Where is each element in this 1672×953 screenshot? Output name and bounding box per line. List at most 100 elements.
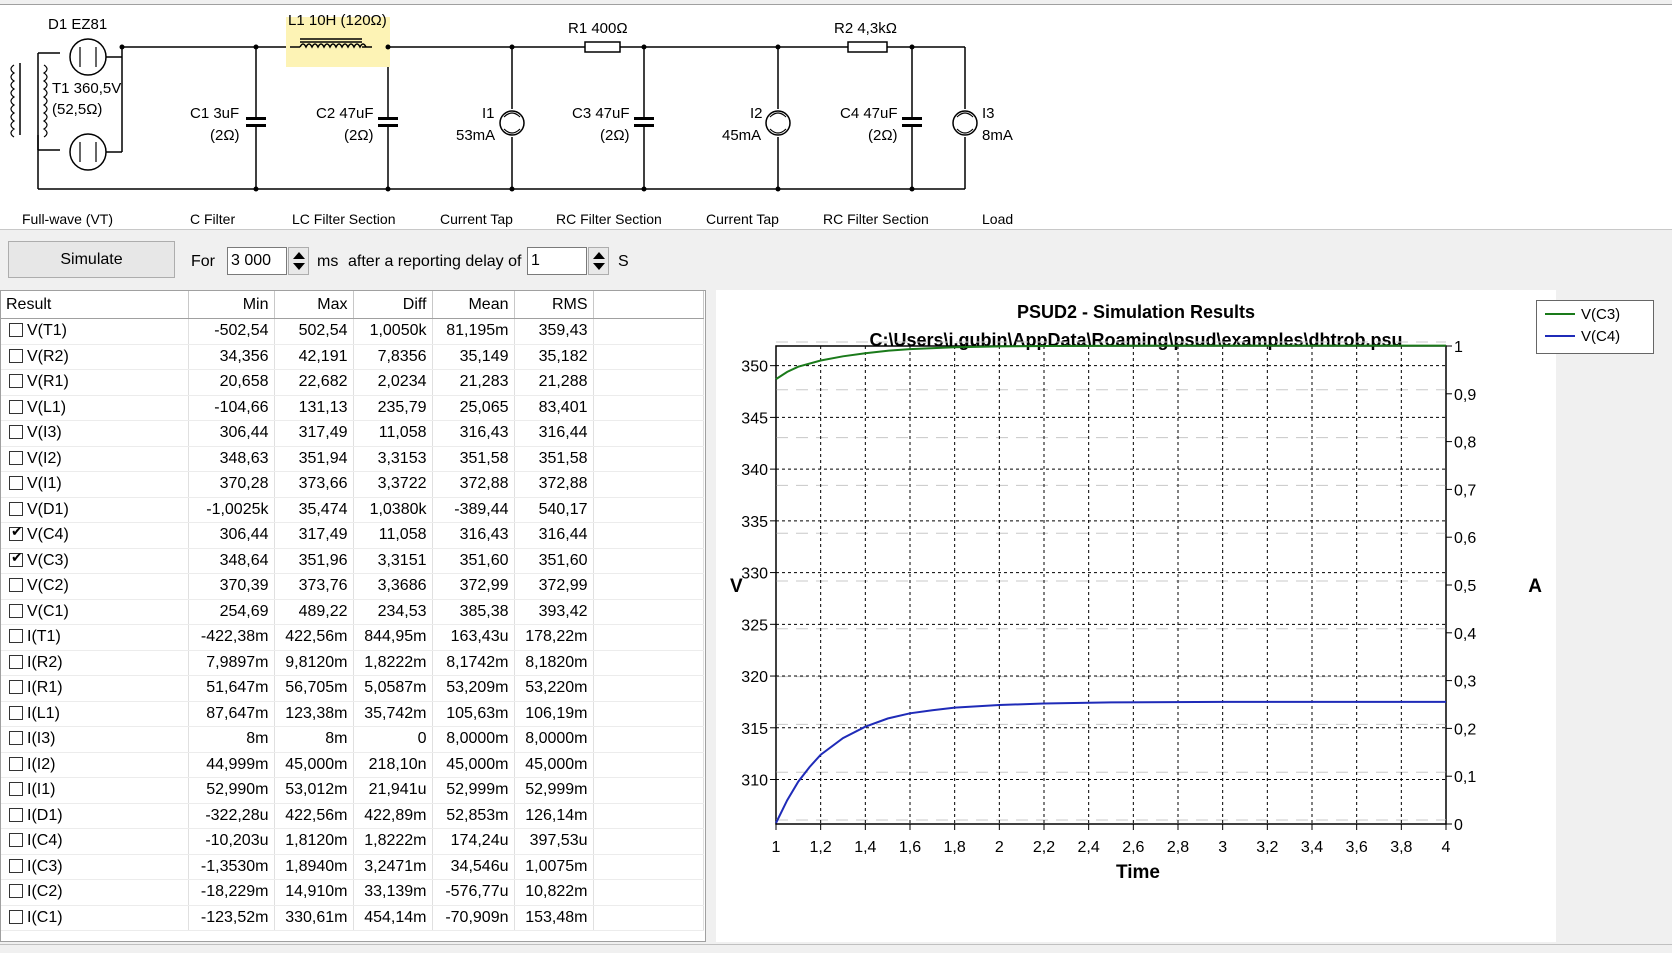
x-tick-label: 1,4 (854, 839, 876, 856)
table-row[interactable]: V(D1) -1,0025k 35,474 1,0380k -389,44 540,17 (1, 497, 704, 523)
result-name-cell[interactable]: V(I3) (1, 420, 189, 447)
spin-up-icon[interactable] (593, 252, 605, 259)
result-name-cell[interactable]: I(I3) (1, 726, 189, 753)
result-checkbox[interactable] (9, 603, 23, 618)
result-name-cell[interactable]: I(C4) (1, 828, 189, 855)
result-checkbox[interactable] (9, 323, 23, 338)
result-name-cell[interactable]: I(C1) (1, 905, 189, 931)
result-name-cell[interactable]: I(R2) (1, 650, 189, 676)
result-min-cell: 51,647m (188, 675, 275, 702)
table-row[interactable]: I(C3) -1,3530m 1,8940m 3,2471m 34,546u 1,0075… (1, 854, 704, 880)
table-row[interactable]: I(C2) -18,229m 14,910m 33,139m -576,77u 10,82… (1, 879, 704, 906)
table-row[interactable]: I(I3) 8m 8m 0 8,0000m 8,0000m (1, 726, 704, 753)
c2-label: C2 47uF (316, 105, 374, 122)
column-header-rms[interactable]: RMS (514, 291, 594, 319)
result-checkbox[interactable] (9, 524, 23, 542)
result-checkbox[interactable] (9, 858, 23, 873)
table-row[interactable]: I(T1) -422,38m 422,56m 844,95m 163,43u 178,22… (1, 624, 704, 651)
result-name-cell[interactable]: V(C4) (1, 522, 189, 549)
result-checkbox[interactable] (9, 782, 23, 797)
table-row[interactable]: V(I1) 370,28 373,66 3,3722 372,88 372,88 (1, 471, 704, 498)
table-row[interactable]: I(R1) 51,647m 56,705m 5,0587m 53,209m 53,220m (1, 675, 704, 702)
result-name-cell[interactable]: V(I2) (1, 446, 189, 472)
result-name-cell[interactable]: I(C2) (1, 879, 189, 906)
table-row[interactable]: V(T1) -502,54 502,54 1,0050k 81,195m 359,43 (1, 318, 704, 345)
result-checkbox[interactable] (9, 374, 23, 389)
result-name-cell[interactable]: V(R1) (1, 369, 189, 396)
table-row[interactable]: I(C4) -10,203u 1,8120m 1,8222m 174,24u 397,53… (1, 828, 704, 855)
y2-tick-label: 0 (1454, 817, 1463, 834)
result-checkbox[interactable] (9, 348, 23, 363)
delay-input[interactable] (527, 247, 587, 275)
result-name-cell[interactable]: V(C2) (1, 573, 189, 600)
result-name-cell[interactable]: V(C1) (1, 599, 189, 625)
result-name-cell[interactable]: V(D1) (1, 497, 189, 523)
result-rms-cell: 10,822m (514, 879, 594, 906)
result-checkbox[interactable] (9, 833, 23, 848)
duration-input[interactable] (227, 247, 287, 275)
table-row[interactable]: V(C1) 254,69 489,22 234,53 385,38 393,42 (1, 599, 704, 625)
result-min-cell: -104,66 (188, 395, 275, 421)
result-checkbox[interactable] (9, 450, 23, 465)
result-checkbox[interactable] (9, 756, 23, 771)
result-name-cell[interactable]: V(C3) (1, 548, 189, 574)
table-row[interactable]: I(L1) 87,647m 123,38m 35,742m 105,63m 106,19m (1, 701, 704, 727)
result-checkbox[interactable] (9, 680, 23, 695)
column-header-max[interactable]: Max (274, 291, 354, 319)
result-checkbox[interactable] (9, 884, 23, 899)
delay-spinner[interactable] (588, 247, 609, 275)
result-name: I(R1) (27, 679, 63, 697)
result-checkbox[interactable] (9, 476, 23, 491)
table-row[interactable]: I(I2) 44,999m 45,000m 218,10n 45,000m 45,000m (1, 752, 704, 778)
result-checkbox[interactable] (9, 731, 23, 746)
result-checkbox[interactable] (9, 705, 23, 720)
column-header-mean[interactable]: Mean (432, 291, 515, 319)
result-name-cell[interactable]: I(T1) (1, 624, 189, 651)
result-name-cell[interactable]: V(R2) (1, 344, 189, 370)
column-header-result[interactable]: Result (1, 291, 189, 319)
table-row[interactable]: V(R2) 34,356 42,191 7,8356 35,149 35,182 (1, 344, 704, 370)
result-checkbox[interactable] (9, 425, 23, 440)
l1-label[interactable]: L1 10H (120Ω) (288, 12, 387, 29)
simulate-button[interactable]: Simulate (8, 241, 175, 278)
result-checkbox[interactable] (9, 578, 23, 593)
result-name-cell[interactable]: I(D1) (1, 803, 189, 829)
r1-label: R1 400Ω (568, 20, 628, 37)
result-checkbox[interactable] (9, 654, 23, 669)
table-row[interactable]: V(R1) 20,658 22,682 2,0234 21,283 21,288 (1, 369, 704, 396)
spin-up-icon[interactable] (293, 252, 305, 259)
result-name-cell[interactable]: I(L1) (1, 701, 189, 727)
spin-down-icon[interactable] (293, 263, 305, 270)
table-row[interactable]: I(D1) -322,28u 422,56m 422,89m 52,853m 126,14… (1, 803, 704, 829)
result-name-cell[interactable]: V(T1) (1, 318, 189, 345)
spin-down-icon[interactable] (593, 263, 605, 270)
result-name-cell[interactable]: I(C3) (1, 854, 189, 880)
table-row[interactable]: V(I2) 348,63 351,94 3,3153 351,58 351,58 (1, 446, 704, 472)
column-header-min[interactable]: Min (188, 291, 275, 319)
result-mean-cell: 8,0000m (432, 726, 515, 753)
result-checkbox[interactable] (9, 807, 23, 822)
duration-spinner[interactable] (288, 247, 309, 275)
result-name-cell[interactable]: I(R1) (1, 675, 189, 702)
result-name-cell[interactable]: I(I2) (1, 752, 189, 778)
table-row[interactable]: I(R2) 7,9897m 9,8120m 1,8222m 8,1742m 8,1820m (1, 650, 704, 676)
table-row[interactable]: I(I1) 52,990m 53,012m 21,941u 52,999m 52,999m (1, 777, 704, 804)
column-header-diff[interactable]: Diff (353, 291, 433, 319)
result-name-cell[interactable]: V(L1) (1, 395, 189, 421)
r2-label: R2 4,3kΩ (834, 20, 897, 37)
table-row[interactable]: I(C1) -123,52m 330,61m 454,14m -70,909n 153,4… (1, 905, 704, 931)
result-checkbox[interactable] (9, 550, 23, 567)
result-name-cell[interactable]: I(I1) (1, 777, 189, 804)
result-checkbox[interactable] (9, 399, 23, 414)
result-checkbox[interactable] (9, 501, 23, 516)
result-name-cell[interactable]: V(I1) (1, 471, 189, 498)
table-row[interactable]: V(I3) 306,44 317,49 11,058 316,43 316,44 (1, 420, 704, 447)
result-checkbox[interactable] (9, 629, 23, 644)
simulation-chart: PSUD2 - Simulation Results C:\Users\i.gu… (730, 302, 1542, 883)
table-row[interactable]: V(L1) -104,66 131,13 235,79 25,065 83,401 (1, 395, 704, 421)
result-checkbox[interactable] (9, 909, 23, 924)
result-rms-cell: 372,88 (514, 471, 594, 498)
table-row[interactable]: V(C2) 370,39 373,76 3,3686 372,99 372,99 (1, 573, 704, 600)
